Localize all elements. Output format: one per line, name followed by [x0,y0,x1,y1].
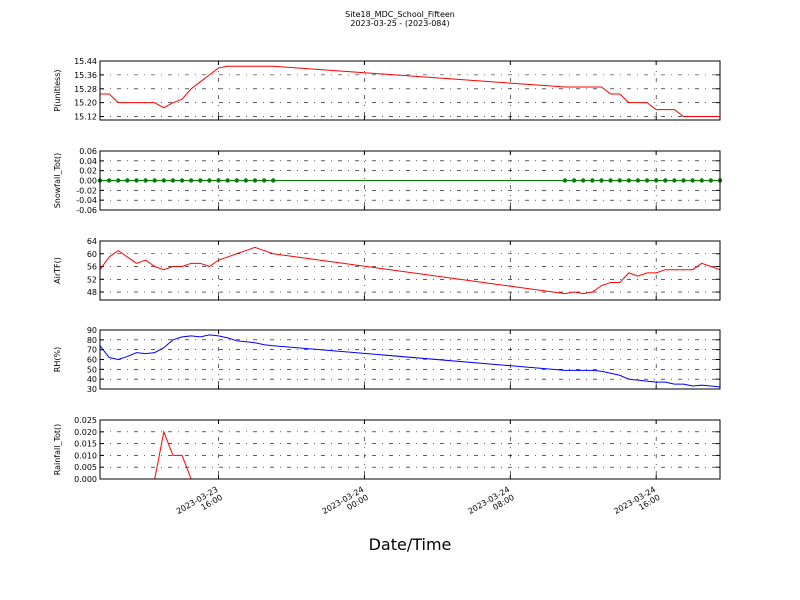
y-axis-label: P(unitless) [53,69,62,111]
data-point [590,178,595,183]
y-tick-label: 15.44 [74,57,97,66]
y-tick-label: 56 [87,263,97,272]
data-point [663,178,668,183]
y-tick-label: 0.000 [74,475,97,484]
data-point [188,178,194,183]
y-tick-label: 48 [87,288,97,297]
data-point [699,178,704,183]
y-tick-label: 50 [87,365,97,374]
y-tick-label: 15.12 [74,113,97,122]
data-point [681,178,686,183]
y-tick-label: 0.06 [79,147,97,156]
y-tick-label: 15.20 [74,99,97,108]
data-point [599,178,604,183]
x-tick-label: 2023-03-24 08:00 [467,485,516,524]
y-tick-label: 0.04 [79,157,97,166]
data-point [143,178,148,183]
data-point [261,178,267,183]
y-axis-label: RH(%) [53,347,62,372]
y-axis-label: Snowfall_Tot() [53,153,62,209]
data-point [690,178,695,183]
data-point [708,178,714,183]
data-point [225,178,230,183]
chart-subtitle: 2023-03-25 - (2023-084) [350,19,449,28]
data-point [653,178,659,183]
y-tick-label: -0.02 [76,186,97,195]
data-point [672,178,677,183]
y-tick-label: 0.02 [79,167,97,176]
y-tick-label: 40 [87,375,97,384]
data-point [626,178,632,183]
y-tick-label: 0.025 [74,416,97,425]
data-point [161,178,167,183]
y-tick-label: 90 [87,326,97,335]
y-tick-label: 0.005 [74,463,97,472]
y-tick-label: 15.28 [74,85,97,94]
data-point [581,178,586,183]
data-point [116,178,121,183]
x-tick-label: 2023-03-24 00:00 [321,485,370,524]
data-point [252,178,258,183]
data-point [179,178,185,183]
data-point [644,178,650,183]
x-tick-label: 2023-03-23 16:00 [175,485,224,524]
y-tick-label: 70 [87,346,97,355]
y-tick-label: -0.04 [76,196,97,205]
data-point [562,178,568,183]
data-point [216,178,221,183]
x-axis-label: Date/Time [369,535,452,554]
y-tick-label: 15.36 [74,71,97,80]
data-point [608,178,613,183]
chart-title: Site18_MDC_School_Fifteen [345,10,455,19]
y-axis-label: AirTF() [53,257,62,284]
x-tick-label: 2023-03-24 16:00 [612,485,661,524]
y-tick-label: 60 [87,356,97,365]
y-tick-label: 52 [87,275,97,284]
y-tick-label: -0.06 [76,206,97,215]
y-tick-label: 80 [87,336,97,345]
data-line [99,334,721,388]
y-tick-label: 60 [87,250,97,259]
data-point [617,178,622,183]
data-point [271,178,276,183]
data-point [134,178,139,183]
data-point [125,178,130,183]
plot-frame [99,150,721,211]
data-line [100,65,720,118]
data-point [106,178,112,183]
data-point [234,178,239,183]
plot-frame [99,60,721,121]
data-point [152,178,157,183]
data-line [99,246,721,295]
data-point [170,178,176,183]
y-tick-label: 0.015 [74,440,97,449]
plot-frame [99,329,721,390]
y-tick-label: 0.010 [74,451,97,460]
data-point [243,178,249,183]
plot-frame [99,419,721,480]
y-tick-label: 64 [87,237,97,246]
plot-frame [99,240,721,301]
data-point [198,178,203,183]
y-axis-label: Rainfall_Tot() [53,424,62,476]
y-tick-label: 30 [87,385,97,394]
y-tick-label: 0.00 [79,177,97,186]
y-tick-label: 0.020 [74,428,97,437]
data-point [571,178,577,183]
data-point [635,178,641,183]
data-point [207,178,212,183]
